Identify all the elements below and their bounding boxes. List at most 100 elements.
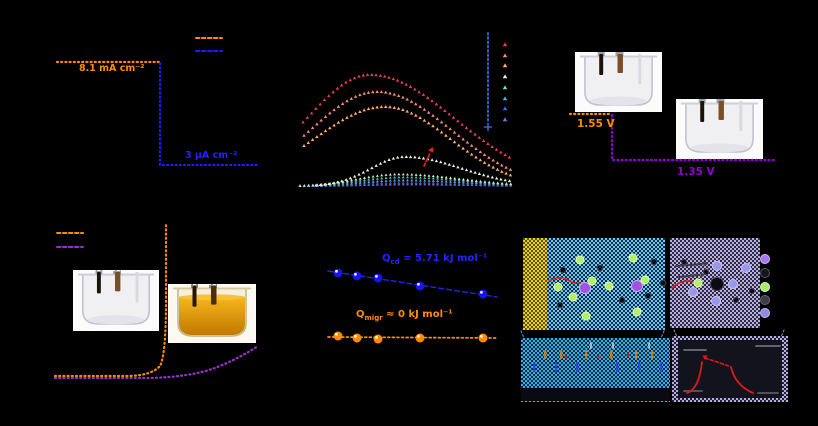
- drt-curve-orange-marker: [383, 105, 388, 109]
- drt-curve-palegreen-marker: [380, 173, 384, 177]
- drt-curve-orange-marker: [388, 105, 392, 109]
- drt-curve-cream-marker: [378, 161, 383, 165]
- diffusion-path-red: [548, 277, 584, 285]
- molecule-dot-red: [626, 353, 630, 357]
- drt-curve-blue-marker: [457, 182, 461, 185]
- drt-curve-palegreen-marker: [449, 176, 452, 179]
- drt-curve-cream-marker: [507, 179, 512, 183]
- drt-curve-cream-marker: [361, 170, 365, 174]
- drt-curve-orange-marker: [302, 143, 306, 147]
- drt-curve-palegreen-marker: [496, 181, 500, 185]
- drt-curve-steelblue-marker: [423, 179, 427, 182]
- drt-curve-cream-marker: [357, 172, 361, 176]
- drt-curve-orange-marker: [366, 107, 371, 111]
- drt-curve-crimson-marker: [451, 115, 456, 119]
- drt-curve-crimson-marker: [395, 78, 400, 82]
- particle-purple: [631, 280, 643, 292]
- drt-curve-orange-marker: [469, 152, 474, 156]
- drt-curve-crimson-marker: [490, 144, 494, 148]
- arrhenius-point-orange-highlight: [334, 332, 338, 336]
- arrhenius-point-blue-highlight: [416, 282, 420, 286]
- drt-curve-cream-marker: [413, 155, 417, 159]
- transfer-arrow: [675, 263, 703, 267]
- drt-curve-purple-marker: [384, 183, 388, 186]
- molecule-stick-gray: [612, 342, 614, 349]
- drt-curve-crimson-marker: [382, 74, 387, 78]
- drt-curve-palegreen-marker: [474, 179, 478, 182]
- drt-curve-teal-marker: [358, 179, 362, 182]
- drt-curve-crimson-marker: [378, 73, 383, 77]
- drt-curve-teal-marker: [401, 175, 405, 179]
- drt-curve-teal-marker: [380, 176, 384, 180]
- drt-curve-cream-marker: [447, 162, 451, 166]
- drt-curve-cream-marker: [353, 174, 357, 178]
- drt-curve-blue-marker: [440, 181, 444, 185]
- drt-curve-steelblue-marker: [479, 181, 483, 185]
- drt-curve-purple-marker: [414, 182, 418, 186]
- arrhenius-point-orange: [415, 333, 425, 343]
- drt-curve-steelblue-marker: [388, 179, 392, 182]
- drt-curve-palegreen-marker: [487, 180, 491, 184]
- drt-curve-purple-marker: [406, 182, 409, 186]
- legend-b-marker-1: [502, 42, 508, 47]
- drt-curve-salmon-marker: [396, 93, 401, 97]
- drt-curve-steelblue-marker: [358, 181, 362, 184]
- cv-curve-orange: [53, 220, 168, 378]
- drt-curve-cream-marker: [327, 182, 331, 186]
- drt-curve-salmon-marker: [366, 90, 371, 94]
- drt-curve-palegreen-marker: [371, 174, 375, 178]
- drt-curve-orange-marker: [426, 121, 431, 125]
- transfer-arrow-head: [703, 261, 708, 267]
- drt-curve-crimson-marker: [305, 115, 310, 119]
- activation-energy-orange-label: Qmigr ≈ 0 kJ mol⁻¹: [356, 309, 453, 322]
- drt-curve-salmon-marker: [358, 93, 362, 97]
- drt-curve-cream-marker: [490, 175, 494, 179]
- drt-curve-crimson-marker: [309, 111, 314, 115]
- legend-b-marker-6: [502, 96, 508, 101]
- drt-curve-purple-marker: [388, 182, 392, 186]
- drt-curve-cream-marker: [486, 174, 490, 178]
- drt-curve-orange-marker: [319, 132, 323, 136]
- drt-curve-palegreen-marker: [440, 175, 444, 178]
- drt-curve-crimson-marker: [486, 142, 490, 146]
- energy-arrow-head: [702, 355, 708, 361]
- drt-curve-crimson-marker: [434, 102, 439, 106]
- drt-curve-salmon-marker: [426, 110, 431, 114]
- drt-curve-orange-marker: [379, 105, 384, 109]
- particle-dark: [703, 269, 709, 275]
- drt-curve-teal-marker: [354, 179, 358, 183]
- arrhenius-point-orange: [333, 331, 343, 341]
- drt-curve-cream-marker: [322, 182, 327, 186]
- md-interface-panel: [521, 338, 670, 402]
- drt-curve-orange-marker: [306, 141, 311, 145]
- drt-curve-steelblue-marker: [410, 178, 414, 182]
- drt-curve-salmon-marker: [431, 113, 435, 117]
- drt-curve-salmon-marker: [409, 99, 414, 103]
- drt-curve-orange-marker: [310, 138, 315, 142]
- drt-curve-salmon-marker: [495, 161, 500, 165]
- drt-curve-orange-marker: [358, 109, 362, 113]
- drt-curve-crimson-marker: [370, 73, 374, 77]
- drt-curve-steelblue-marker: [453, 180, 457, 183]
- drt-curve-palegreen-marker: [393, 172, 397, 176]
- drt-curve-steelblue-marker: [345, 182, 349, 185]
- drt-curve-orange-marker: [328, 126, 332, 130]
- drt-curve-orange-marker: [431, 124, 435, 128]
- drt-curve-palegreen-marker: [466, 178, 470, 181]
- drt-curve-blue-marker: [423, 181, 427, 184]
- particle-green: [632, 307, 642, 317]
- drt-curve-cream-marker: [417, 156, 421, 159]
- drt-curve-palegreen-marker: [302, 184, 306, 187]
- drt-curve-teal-marker: [363, 178, 366, 182]
- drt-curve-blue-marker: [406, 181, 409, 184]
- drt-curve-crimson-marker: [339, 83, 344, 87]
- drt-curve-steelblue-marker: [401, 178, 405, 182]
- drt-curve-crimson-marker: [391, 77, 396, 81]
- drt-curve-palegreen-marker: [483, 180, 487, 183]
- drt-curve-palegreen-marker: [397, 172, 401, 176]
- drt-curve-orange-marker: [422, 118, 427, 122]
- molecule-stick-blue: [576, 362, 579, 372]
- drt-curve-orange-marker: [465, 149, 470, 153]
- drt-curve-crimson-marker: [425, 96, 430, 100]
